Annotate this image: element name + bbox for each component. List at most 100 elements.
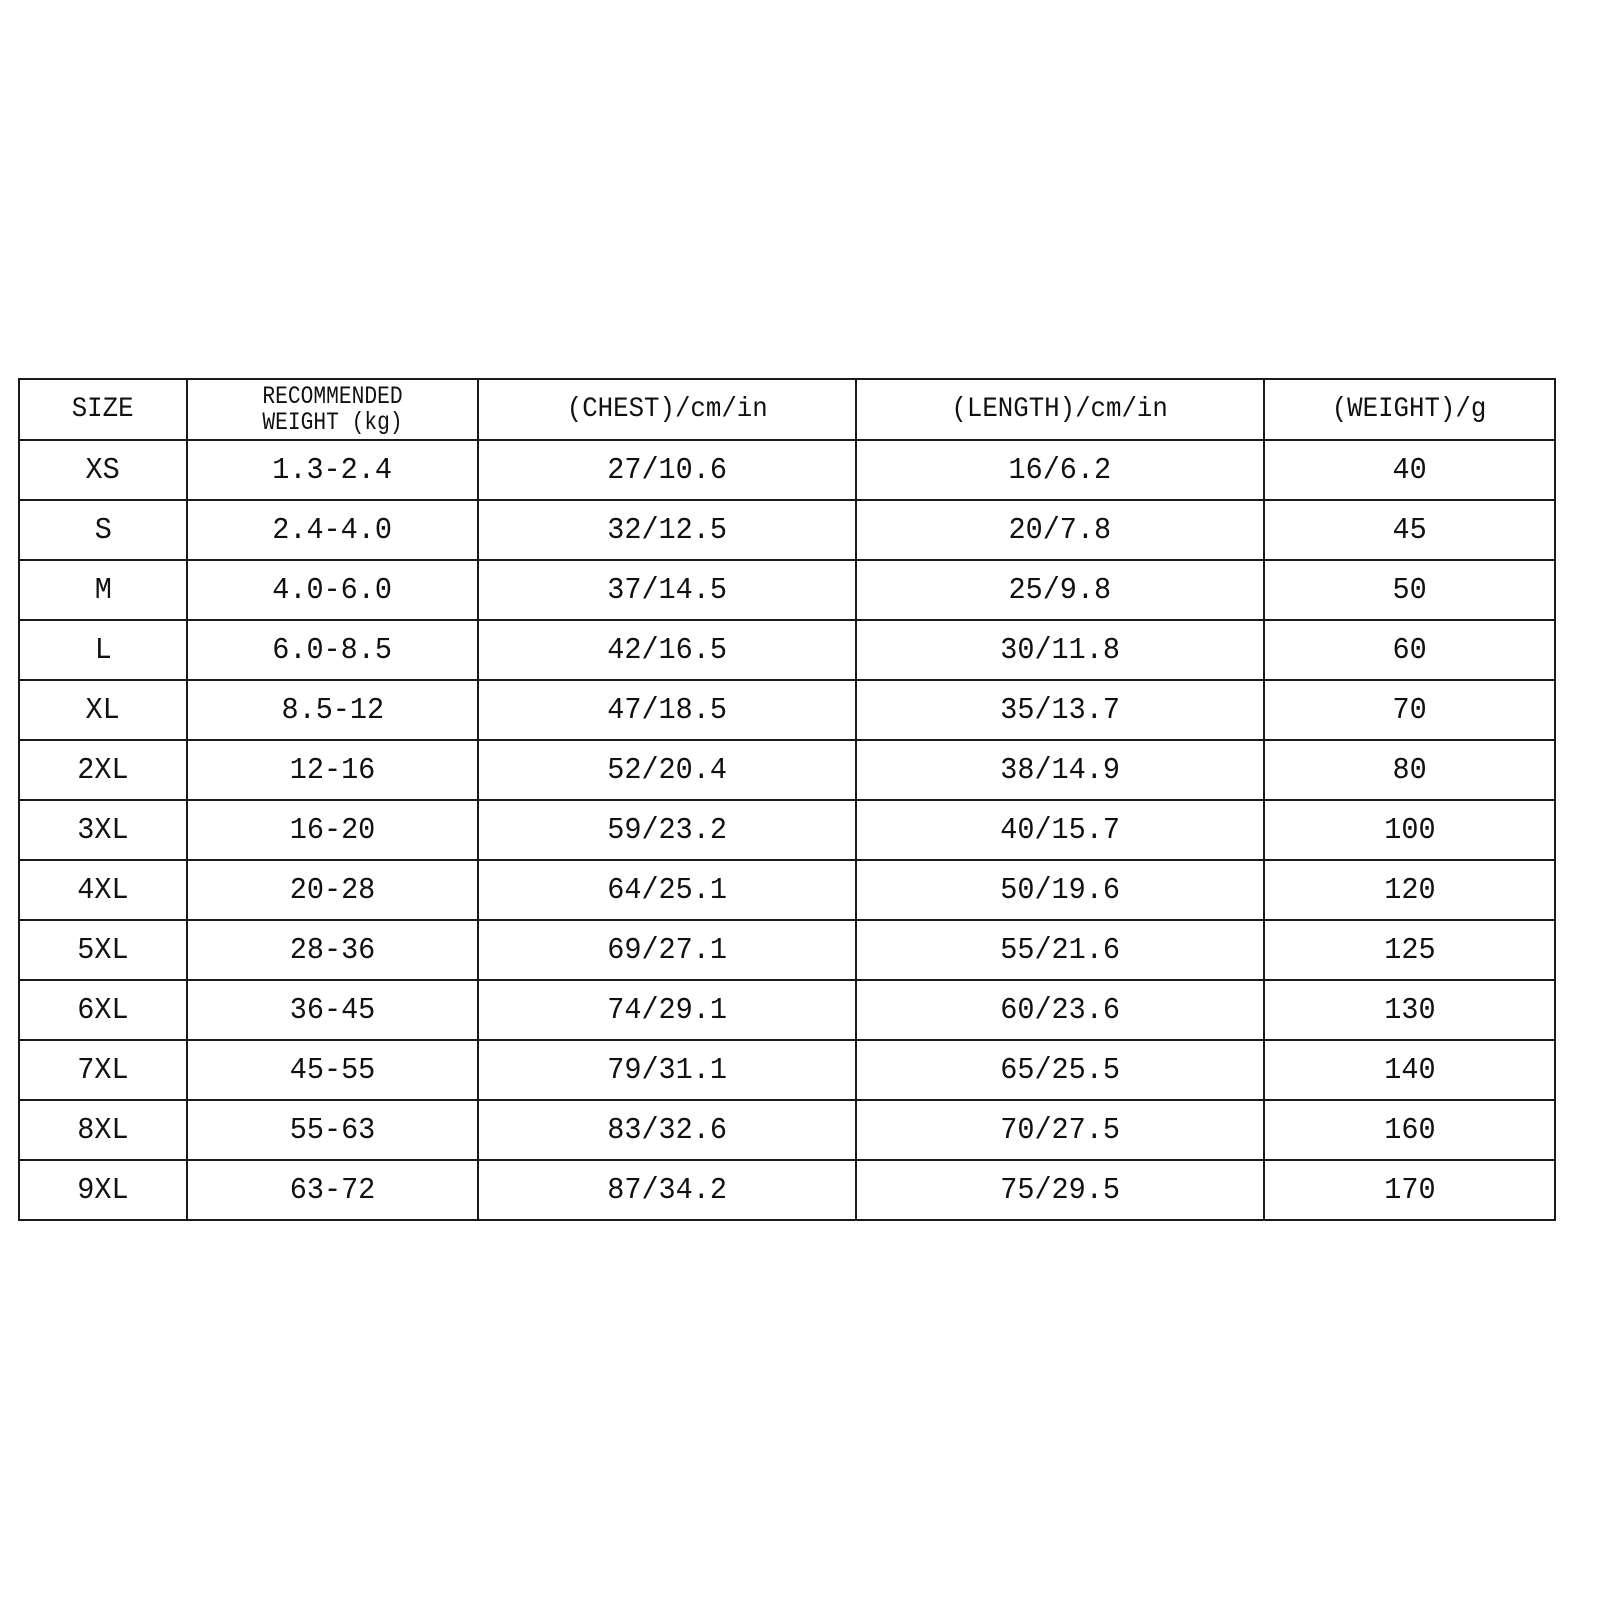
cell-text: 12-16 xyxy=(289,752,376,788)
table-row: 5XL 28-36 69/27.1 55/21.6 125 xyxy=(18,919,1556,981)
cell-text: 80 xyxy=(1392,752,1427,788)
header-weight-line2: WEIGHT (kg) xyxy=(262,407,403,437)
cell-size: 9XL xyxy=(18,1159,188,1221)
size-chart-table: SIZE RECOMMENDED WEIGHT (kg) (CHEST)/cm/… xyxy=(18,378,1556,1221)
cell-text: 5XL xyxy=(77,932,129,968)
cell-weight-g: 60 xyxy=(1263,619,1556,681)
table-row: 8XL 55-63 83/32.6 70/27.5 160 xyxy=(18,1099,1556,1161)
cell-text: 40 xyxy=(1392,452,1427,488)
cell-chest: 52/20.4 xyxy=(477,739,857,801)
cell-length: 35/13.7 xyxy=(855,679,1265,741)
cell-chest: 37/14.5 xyxy=(477,559,857,621)
cell-size: 7XL xyxy=(18,1039,188,1101)
cell-recommended-weight: 20-28 xyxy=(186,859,479,921)
cell-text: 60 xyxy=(1392,632,1427,668)
table-row: XS 1.3-2.4 27/10.6 16/6.2 40 xyxy=(18,439,1556,501)
cell-length: 70/27.5 xyxy=(855,1099,1265,1161)
cell-text: 4XL xyxy=(77,872,129,908)
cell-length: 60/23.6 xyxy=(855,979,1265,1041)
table-row: 7XL 45-55 79/31.1 65/25.5 140 xyxy=(18,1039,1556,1101)
cell-text: 55-63 xyxy=(289,1112,376,1148)
header-weight-line1: RECOMMENDED xyxy=(262,381,403,411)
table-row: L 6.0-8.5 42/16.5 30/11.8 60 xyxy=(18,619,1556,681)
cell-size: S xyxy=(18,499,188,561)
cell-size: 4XL xyxy=(18,859,188,921)
cell-size: 8XL xyxy=(18,1099,188,1161)
table-row: 3XL 16-20 59/23.2 40/15.7 100 xyxy=(18,799,1556,861)
cell-recommended-weight: 36-45 xyxy=(186,979,479,1041)
cell-size: XS xyxy=(18,439,188,501)
cell-text: 130 xyxy=(1383,992,1436,1028)
cell-weight-g: 45 xyxy=(1263,499,1556,561)
cell-length: 40/15.7 xyxy=(855,799,1265,861)
cell-recommended-weight: 28-36 xyxy=(186,919,479,981)
cell-text: 79/31.1 xyxy=(607,1052,727,1088)
header-weight-g: (WEIGHT)/g xyxy=(1263,378,1556,441)
cell-text: 6.0-8.5 xyxy=(272,632,393,668)
cell-text: 6XL xyxy=(77,992,129,1028)
cell-size: 5XL xyxy=(18,919,188,981)
cell-recommended-weight: 1.3-2.4 xyxy=(186,439,479,501)
cell-text: 45 xyxy=(1392,512,1427,548)
cell-text: 74/29.1 xyxy=(607,992,727,1028)
cell-text: 52/20.4 xyxy=(607,752,727,788)
cell-text: 8XL xyxy=(77,1112,129,1148)
cell-text: 4.0-6.0 xyxy=(272,572,393,608)
cell-text: 87/34.2 xyxy=(607,1172,727,1208)
cell-text: 27/10.6 xyxy=(607,452,727,488)
cell-text: 69/27.1 xyxy=(607,932,727,968)
cell-size: 6XL xyxy=(18,979,188,1041)
cell-text: 20/7.8 xyxy=(1008,512,1112,548)
cell-text: 70/27.5 xyxy=(1000,1112,1120,1148)
cell-text: 60/23.6 xyxy=(1000,992,1120,1028)
cell-weight-g: 50 xyxy=(1263,559,1556,621)
table-row: 4XL 20-28 64/25.1 50/19.6 120 xyxy=(18,859,1556,921)
cell-text: 9XL xyxy=(77,1172,129,1208)
table-row: XL 8.5-12 47/18.5 35/13.7 70 xyxy=(18,679,1556,741)
cell-recommended-weight: 12-16 xyxy=(186,739,479,801)
cell-weight-g: 160 xyxy=(1263,1099,1556,1161)
cell-text: 64/25.1 xyxy=(607,872,727,908)
cell-length: 20/7.8 xyxy=(855,499,1265,561)
cell-recommended-weight: 8.5-12 xyxy=(186,679,479,741)
table-row: M 4.0-6.0 37/14.5 25/9.8 50 xyxy=(18,559,1556,621)
header-chest: (CHEST)/cm/in xyxy=(477,378,857,441)
cell-text: 8.5-12 xyxy=(281,692,384,728)
cell-text: 32/12.5 xyxy=(607,512,727,548)
table-row: 2XL 12-16 52/20.4 38/14.9 80 xyxy=(18,739,1556,801)
cell-size: 3XL xyxy=(18,799,188,861)
cell-length: 75/29.5 xyxy=(855,1159,1265,1221)
cell-text: 45-55 xyxy=(289,1052,376,1088)
cell-text: 55/21.6 xyxy=(1000,932,1120,968)
cell-length: 65/25.5 xyxy=(855,1039,1265,1101)
header-length: (LENGTH)/cm/in xyxy=(855,378,1265,441)
cell-weight-g: 140 xyxy=(1263,1039,1556,1101)
cell-chest: 32/12.5 xyxy=(477,499,857,561)
cell-recommended-weight: 63-72 xyxy=(186,1159,479,1221)
cell-chest: 69/27.1 xyxy=(477,919,857,981)
cell-size: XL xyxy=(18,679,188,741)
table-row: S 2.4-4.0 32/12.5 20/7.8 45 xyxy=(18,499,1556,561)
cell-chest: 59/23.2 xyxy=(477,799,857,861)
cell-size: L xyxy=(18,619,188,681)
cell-text: 36-45 xyxy=(289,992,376,1028)
cell-text: 100 xyxy=(1383,812,1436,848)
cell-size: M xyxy=(18,559,188,621)
cell-chest: 27/10.6 xyxy=(477,439,857,501)
cell-length: 38/14.9 xyxy=(855,739,1265,801)
cell-chest: 79/31.1 xyxy=(477,1039,857,1101)
cell-text: 30/11.8 xyxy=(1000,632,1120,668)
cell-size: 2XL xyxy=(18,739,188,801)
cell-text: 50 xyxy=(1392,572,1427,608)
cell-text: 28-36 xyxy=(289,932,376,968)
cell-text: 16-20 xyxy=(289,812,376,848)
cell-text: XL xyxy=(85,692,121,728)
cell-text: 59/23.2 xyxy=(607,812,727,848)
cell-text: 3XL xyxy=(77,812,129,848)
cell-text: 2.4-4.0 xyxy=(272,512,393,548)
table-row: 6XL 36-45 74/29.1 60/23.6 130 xyxy=(18,979,1556,1041)
cell-text: 7XL xyxy=(77,1052,129,1088)
cell-text: 83/32.6 xyxy=(607,1112,727,1148)
cell-weight-g: 100 xyxy=(1263,799,1556,861)
cell-text: 20-28 xyxy=(289,872,376,908)
